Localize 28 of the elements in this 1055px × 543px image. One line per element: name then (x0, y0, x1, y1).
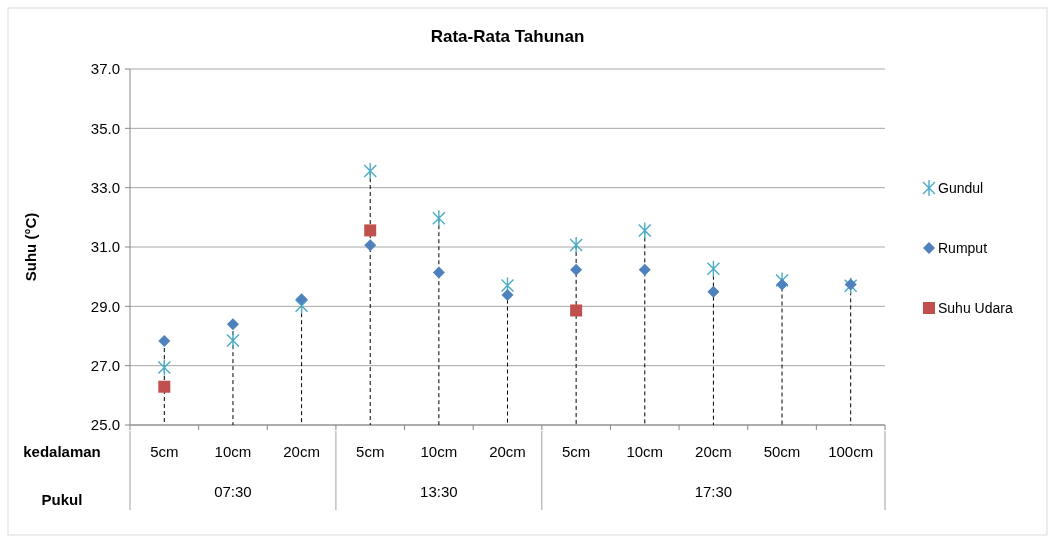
y-tick-label: 25.0 (90, 416, 120, 434)
chart-title: Rata-Rata Tahunan (430, 27, 585, 46)
x-tick-label: 5cm (356, 443, 385, 461)
x-tick-label: 5cm (150, 443, 179, 461)
x-tick-label: 20cm (283, 443, 320, 461)
text: kedalaman (23, 443, 101, 461)
text: Pukul (41, 491, 83, 509)
x-tick-label: 20cm (695, 443, 732, 461)
x-tick-label: 100cm (828, 443, 874, 461)
y-tick-label: 31.0 (90, 238, 120, 256)
legend-label: Suhu Udara (938, 299, 1013, 316)
y-tick-label: 27.0 (90, 356, 120, 374)
legend-label: Rumput (938, 239, 988, 256)
y-axis-title: Suhu (°C) (22, 212, 39, 282)
y-tick-label: 29.0 (90, 297, 120, 315)
y-tick-label: 35.0 (90, 119, 120, 137)
x-tick-label: 10cm (626, 443, 664, 461)
y-tick-label: 37.0 (90, 60, 120, 78)
x-tick-label: 20cm (489, 443, 526, 461)
text: 17:30 (694, 483, 733, 501)
legend-label: Gundul (938, 179, 984, 196)
text: 13:30 (420, 483, 458, 501)
x-tick-label: 10cm (214, 443, 252, 461)
text: 07:30 (214, 483, 252, 501)
x-tick-label: 10cm (420, 443, 458, 461)
x-tick-label: 5cm (561, 443, 591, 461)
x-tick-label: 50cm (763, 443, 801, 461)
y-tick-label: 33.0 (90, 178, 120, 196)
